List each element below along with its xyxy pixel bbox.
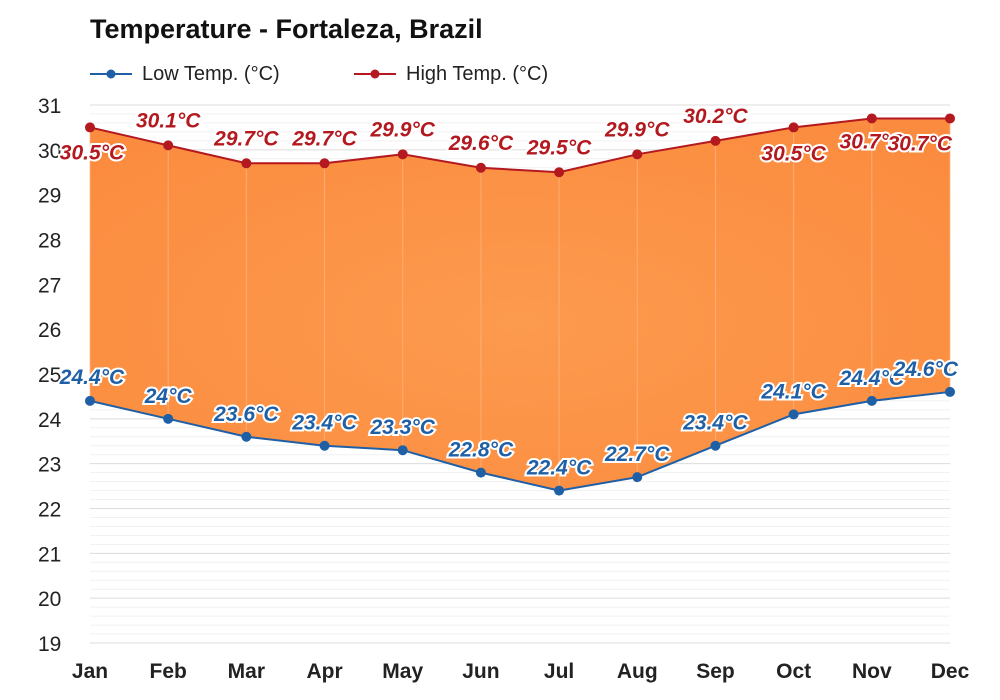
y-tick-label: 28: [38, 230, 61, 253]
low-temp-point: [397, 445, 408, 456]
high-temp-point: [163, 140, 174, 151]
y-tick-label: 25: [38, 364, 61, 387]
low-temp-data-label: 23.4°C: [682, 412, 748, 435]
low-temp-data-label: 22.8°C: [448, 439, 514, 462]
high-temp-data-label: 30.5°C: [60, 141, 125, 164]
x-tick-label: Sep: [696, 660, 735, 683]
low-temp-data-label: 24.6°C: [893, 358, 959, 381]
high-temp-point: [945, 113, 955, 124]
low-temp-point: [554, 485, 565, 496]
low-temp-point: [475, 467, 486, 478]
high-temp-data-label: 30.7°C: [888, 132, 953, 155]
high-temp-line: [89, 117, 950, 174]
legend-label-low: Low Temp. (°C): [142, 62, 280, 85]
x-tick-label: Jan: [72, 660, 108, 683]
high-temp-point: [554, 167, 565, 178]
x-tick-label: Oct: [776, 660, 811, 683]
high-temp-point: [632, 149, 643, 160]
x-tick-label: Jun: [462, 660, 499, 683]
high-temp-data-label: 29.6°C: [448, 132, 514, 155]
high-temp-data-label: 29.7°C: [213, 127, 279, 150]
low-temp-line: [89, 390, 951, 492]
low-temp-point: [632, 472, 643, 483]
low-temp-point: [788, 409, 799, 420]
low-temp-point: [866, 395, 877, 406]
legend-item-low[interactable]: Low Temp. (°C): [88, 60, 280, 88]
low-temp-data-label: 22.4°C: [526, 457, 592, 480]
low-temp-data-label: 23.6°C: [213, 403, 279, 426]
x-tick-label: Aug: [617, 660, 658, 683]
temperature-band-area: [90, 118, 950, 491]
high-temp-point: [475, 162, 486, 173]
low-temp-point: [319, 440, 330, 451]
y-tick-label: 29: [38, 185, 61, 208]
low-temp-point: [945, 386, 955, 397]
y-tick-label: 31: [38, 95, 61, 118]
low-temp-data-label: 23.4°C: [291, 412, 357, 435]
high-temp-point: [710, 135, 721, 146]
y-tick-label: 20: [38, 588, 61, 611]
legend-item-high[interactable]: High Temp. (°C): [352, 60, 548, 88]
high-temp-data-label: 29.5°C: [526, 136, 592, 159]
high-temp-point: [788, 122, 799, 133]
high-temp-point: [397, 149, 408, 160]
y-tick-label: 30: [38, 140, 61, 163]
low-temp-data-label: 23.3°C: [370, 416, 436, 439]
x-tick-label: Nov: [852, 660, 892, 683]
high-temp-data-label: 30.7°C: [840, 130, 905, 153]
x-tick-label: Mar: [228, 660, 265, 683]
y-tick-label: 26: [38, 319, 61, 342]
y-tick-label: 19: [38, 633, 61, 656]
y-tick-label: 27: [38, 274, 61, 297]
high-temp-data-label: 30.2°C: [683, 105, 748, 128]
high-temp-data-label: 29.9°C: [604, 118, 670, 141]
high-temp-point: [866, 113, 877, 124]
low-temp-point: [163, 413, 174, 424]
legend-label-high: High Temp. (°C): [406, 62, 549, 85]
y-tick-label: 21: [38, 543, 61, 566]
high-temp-data-label: 30.1°C: [136, 109, 201, 132]
high-temp-point: [319, 158, 330, 169]
low-temp-data-label: 22.7°C: [604, 443, 670, 466]
legend-marker-high: [354, 69, 396, 79]
x-tick-label: Jul: [544, 660, 574, 683]
low-temp-point: [710, 440, 721, 451]
y-tick-label: 24: [38, 409, 62, 432]
high-temp-point: [241, 158, 252, 169]
low-temp-data-label: 24.4°C: [839, 367, 905, 390]
high-temp-data-label: 29.7°C: [291, 127, 357, 150]
x-tick-label: Apr: [306, 660, 342, 683]
low-temp-point: [85, 395, 95, 406]
low-temp-data-label: 24°C: [144, 385, 193, 408]
high-temp-point: [85, 122, 95, 133]
x-tick-label: Feb: [150, 660, 187, 683]
y-tick-label: 23: [38, 454, 61, 477]
y-tick-label: 22: [38, 499, 61, 522]
x-tick-label: Dec: [931, 660, 970, 683]
high-temp-data-label: 30.5°C: [761, 142, 826, 165]
low-temp-point: [241, 431, 252, 442]
legend-marker-low: [90, 69, 132, 79]
high-temp-data-label: 29.9°C: [370, 118, 436, 141]
x-tick-label: May: [382, 660, 423, 683]
low-temp-data-label: 24.1°C: [760, 380, 826, 403]
low-temp-data-label: 24.4°C: [59, 366, 125, 389]
chart-title: Temperature - Fortaleza, Brazil: [90, 14, 483, 44]
